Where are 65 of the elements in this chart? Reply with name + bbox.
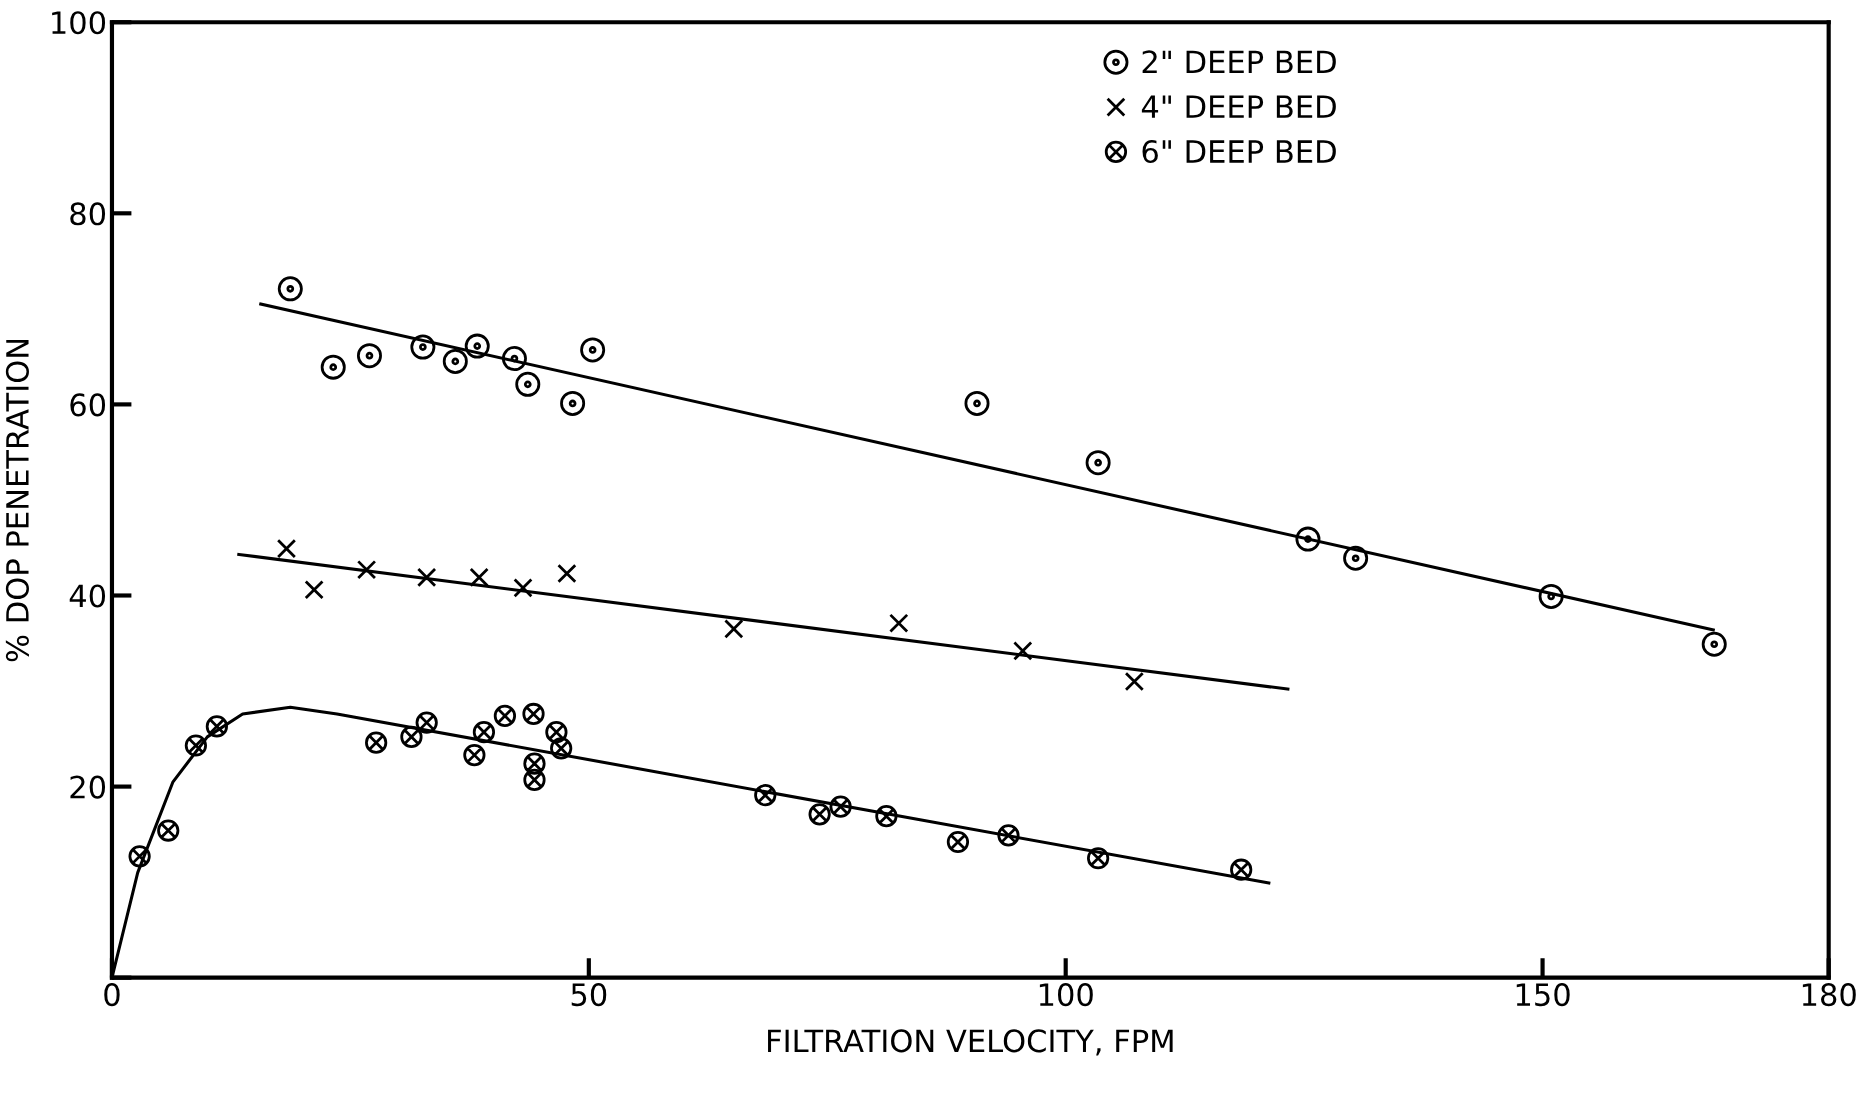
- point: [184, 734, 207, 757]
- x-tick-label: 0: [104, 983, 120, 1007]
- point: [724, 619, 744, 639]
- point: [964, 390, 990, 416]
- point: [128, 845, 151, 868]
- point: [442, 348, 468, 374]
- point: [1538, 583, 1564, 609]
- point: [560, 390, 586, 416]
- y-tick-label: 80: [70, 202, 106, 226]
- point: [1087, 847, 1110, 870]
- point: [493, 704, 517, 727]
- point: [320, 354, 346, 380]
- point: [276, 538, 297, 559]
- point: [277, 276, 303, 302]
- point: [946, 830, 970, 854]
- x-tick-label: 180: [1802, 983, 1856, 1007]
- point: [829, 795, 852, 818]
- x-tick-label: 150: [1516, 983, 1570, 1007]
- point: [545, 721, 568, 744]
- y-tick-label: 60: [70, 393, 106, 417]
- legend-label: 4" DEEP BED: [1141, 95, 1336, 118]
- point: [472, 721, 496, 744]
- point: [1230, 858, 1253, 881]
- x-tick-label: 100: [1039, 983, 1093, 1007]
- point: [1701, 631, 1727, 657]
- point: [1013, 641, 1033, 661]
- point: [157, 819, 180, 842]
- point: [205, 715, 228, 738]
- y-tick-label: 40: [69, 584, 106, 608]
- point: [515, 371, 541, 397]
- point: [808, 803, 831, 826]
- point: [356, 343, 382, 369]
- point: [501, 346, 527, 372]
- legend-label: 6" DEEP BED: [1142, 139, 1336, 164]
- x-axis-title: FILTRATION VELOCITY, FPM: [768, 1029, 1173, 1056]
- point: [523, 768, 546, 792]
- point: [875, 805, 898, 828]
- point: [1343, 545, 1369, 571]
- point: [400, 725, 423, 749]
- point: [464, 333, 490, 359]
- point: [410, 334, 436, 360]
- point: [304, 580, 324, 600]
- point: [522, 702, 545, 726]
- y-axis-title: % DOP PENETRATION: [5, 339, 29, 662]
- point: [997, 824, 1020, 847]
- point: [523, 752, 546, 775]
- point: [754, 784, 777, 807]
- y-tick-label: 100: [52, 11, 106, 35]
- point: [416, 567, 437, 588]
- point: [415, 711, 438, 734]
- point: [365, 731, 388, 754]
- point: [1124, 671, 1145, 692]
- point: [1295, 526, 1321, 552]
- point: [580, 337, 606, 363]
- point: [1085, 450, 1111, 476]
- point: [469, 567, 489, 588]
- point: [557, 563, 577, 584]
- point: [550, 737, 573, 760]
- point: [356, 559, 377, 580]
- point: [889, 613, 909, 633]
- point: [513, 578, 533, 598]
- legend-label: 2" DEEP BED: [1142, 50, 1336, 73]
- x-tick-label: 50: [571, 983, 607, 1007]
- point: [463, 743, 486, 767]
- y-tick-label: 20: [70, 775, 106, 799]
